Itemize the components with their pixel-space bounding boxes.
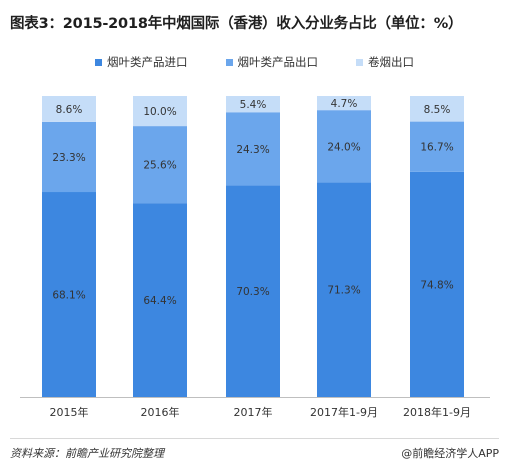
bar-segment-cigarette [133, 96, 187, 127]
x-tick-label: 2016年 [141, 405, 180, 419]
chart-title: 图表3：2015-2018年中烟国际（香港）收入分业务占比（单位：%） [10, 16, 463, 32]
value-label-export: 24.0% [327, 141, 360, 153]
legend: 烟叶类产品进口 烟叶类产品出口 卷烟出口 [0, 52, 509, 72]
bar-segment-cigarette [317, 96, 371, 111]
bar-segment-cigarette [410, 96, 464, 122]
x-tick-label: 2017年 [234, 405, 273, 419]
value-label-import: 70.3% [236, 286, 269, 298]
x-tick-label: 2015年 [50, 405, 89, 419]
value-label-export: 23.3% [52, 152, 85, 164]
bar-segment-export [410, 121, 464, 172]
legend-label-export: 烟叶类产品出口 [237, 55, 319, 69]
value-label-import: 74.8% [420, 279, 453, 291]
legend-item-export: 烟叶类产品出口 [225, 52, 319, 72]
bar-segment-import [226, 185, 280, 397]
legend-item-cigarette: 卷烟出口 [356, 52, 414, 72]
bar-segment-import [410, 171, 464, 397]
legend-item-import: 烟叶类产品进口 [95, 52, 188, 72]
bar-segment-cigarette [226, 96, 280, 113]
source-note: 资料来源：前瞻产业研究院整理 [10, 447, 164, 460]
value-label-cigarette: 10.0% [143, 106, 176, 118]
legend-label-cigarette: 卷烟出口 [368, 55, 414, 69]
legend-swatch-import [95, 58, 102, 66]
bar-segment-import [133, 203, 187, 397]
footer-divider [10, 438, 499, 439]
x-tick-label: 2018年1-9月 [403, 405, 471, 419]
legend-label-import: 烟叶类产品进口 [107, 55, 188, 69]
brand-credit: @前瞻经济学人APP [401, 447, 499, 460]
value-label-cigarette: 5.4% [240, 99, 267, 111]
value-label-export: 16.7% [420, 142, 453, 154]
value-label-cigarette: 8.6% [56, 104, 83, 116]
value-label-export: 25.6% [143, 160, 176, 172]
value-label-export: 24.3% [236, 144, 269, 156]
value-label-cigarette: 4.7% [331, 98, 358, 110]
legend-swatch-export [225, 58, 233, 66]
bar-segment-export [42, 121, 96, 193]
bar-segment-import [317, 182, 371, 397]
bar-segment-export [317, 110, 371, 183]
x-tick-label: 2017年1-9月 [310, 405, 378, 419]
value-label-import: 64.4% [143, 295, 176, 307]
bar-segment-export [133, 126, 187, 204]
legend-swatch-cigarette [356, 58, 363, 66]
bar-segment-import [42, 192, 96, 397]
value-label-import: 71.3% [327, 285, 360, 297]
value-label-cigarette: 8.5% [424, 104, 451, 116]
bar-segment-cigarette [42, 96, 96, 122]
value-label-import: 68.1% [52, 290, 85, 302]
bar-segment-export [226, 112, 280, 186]
